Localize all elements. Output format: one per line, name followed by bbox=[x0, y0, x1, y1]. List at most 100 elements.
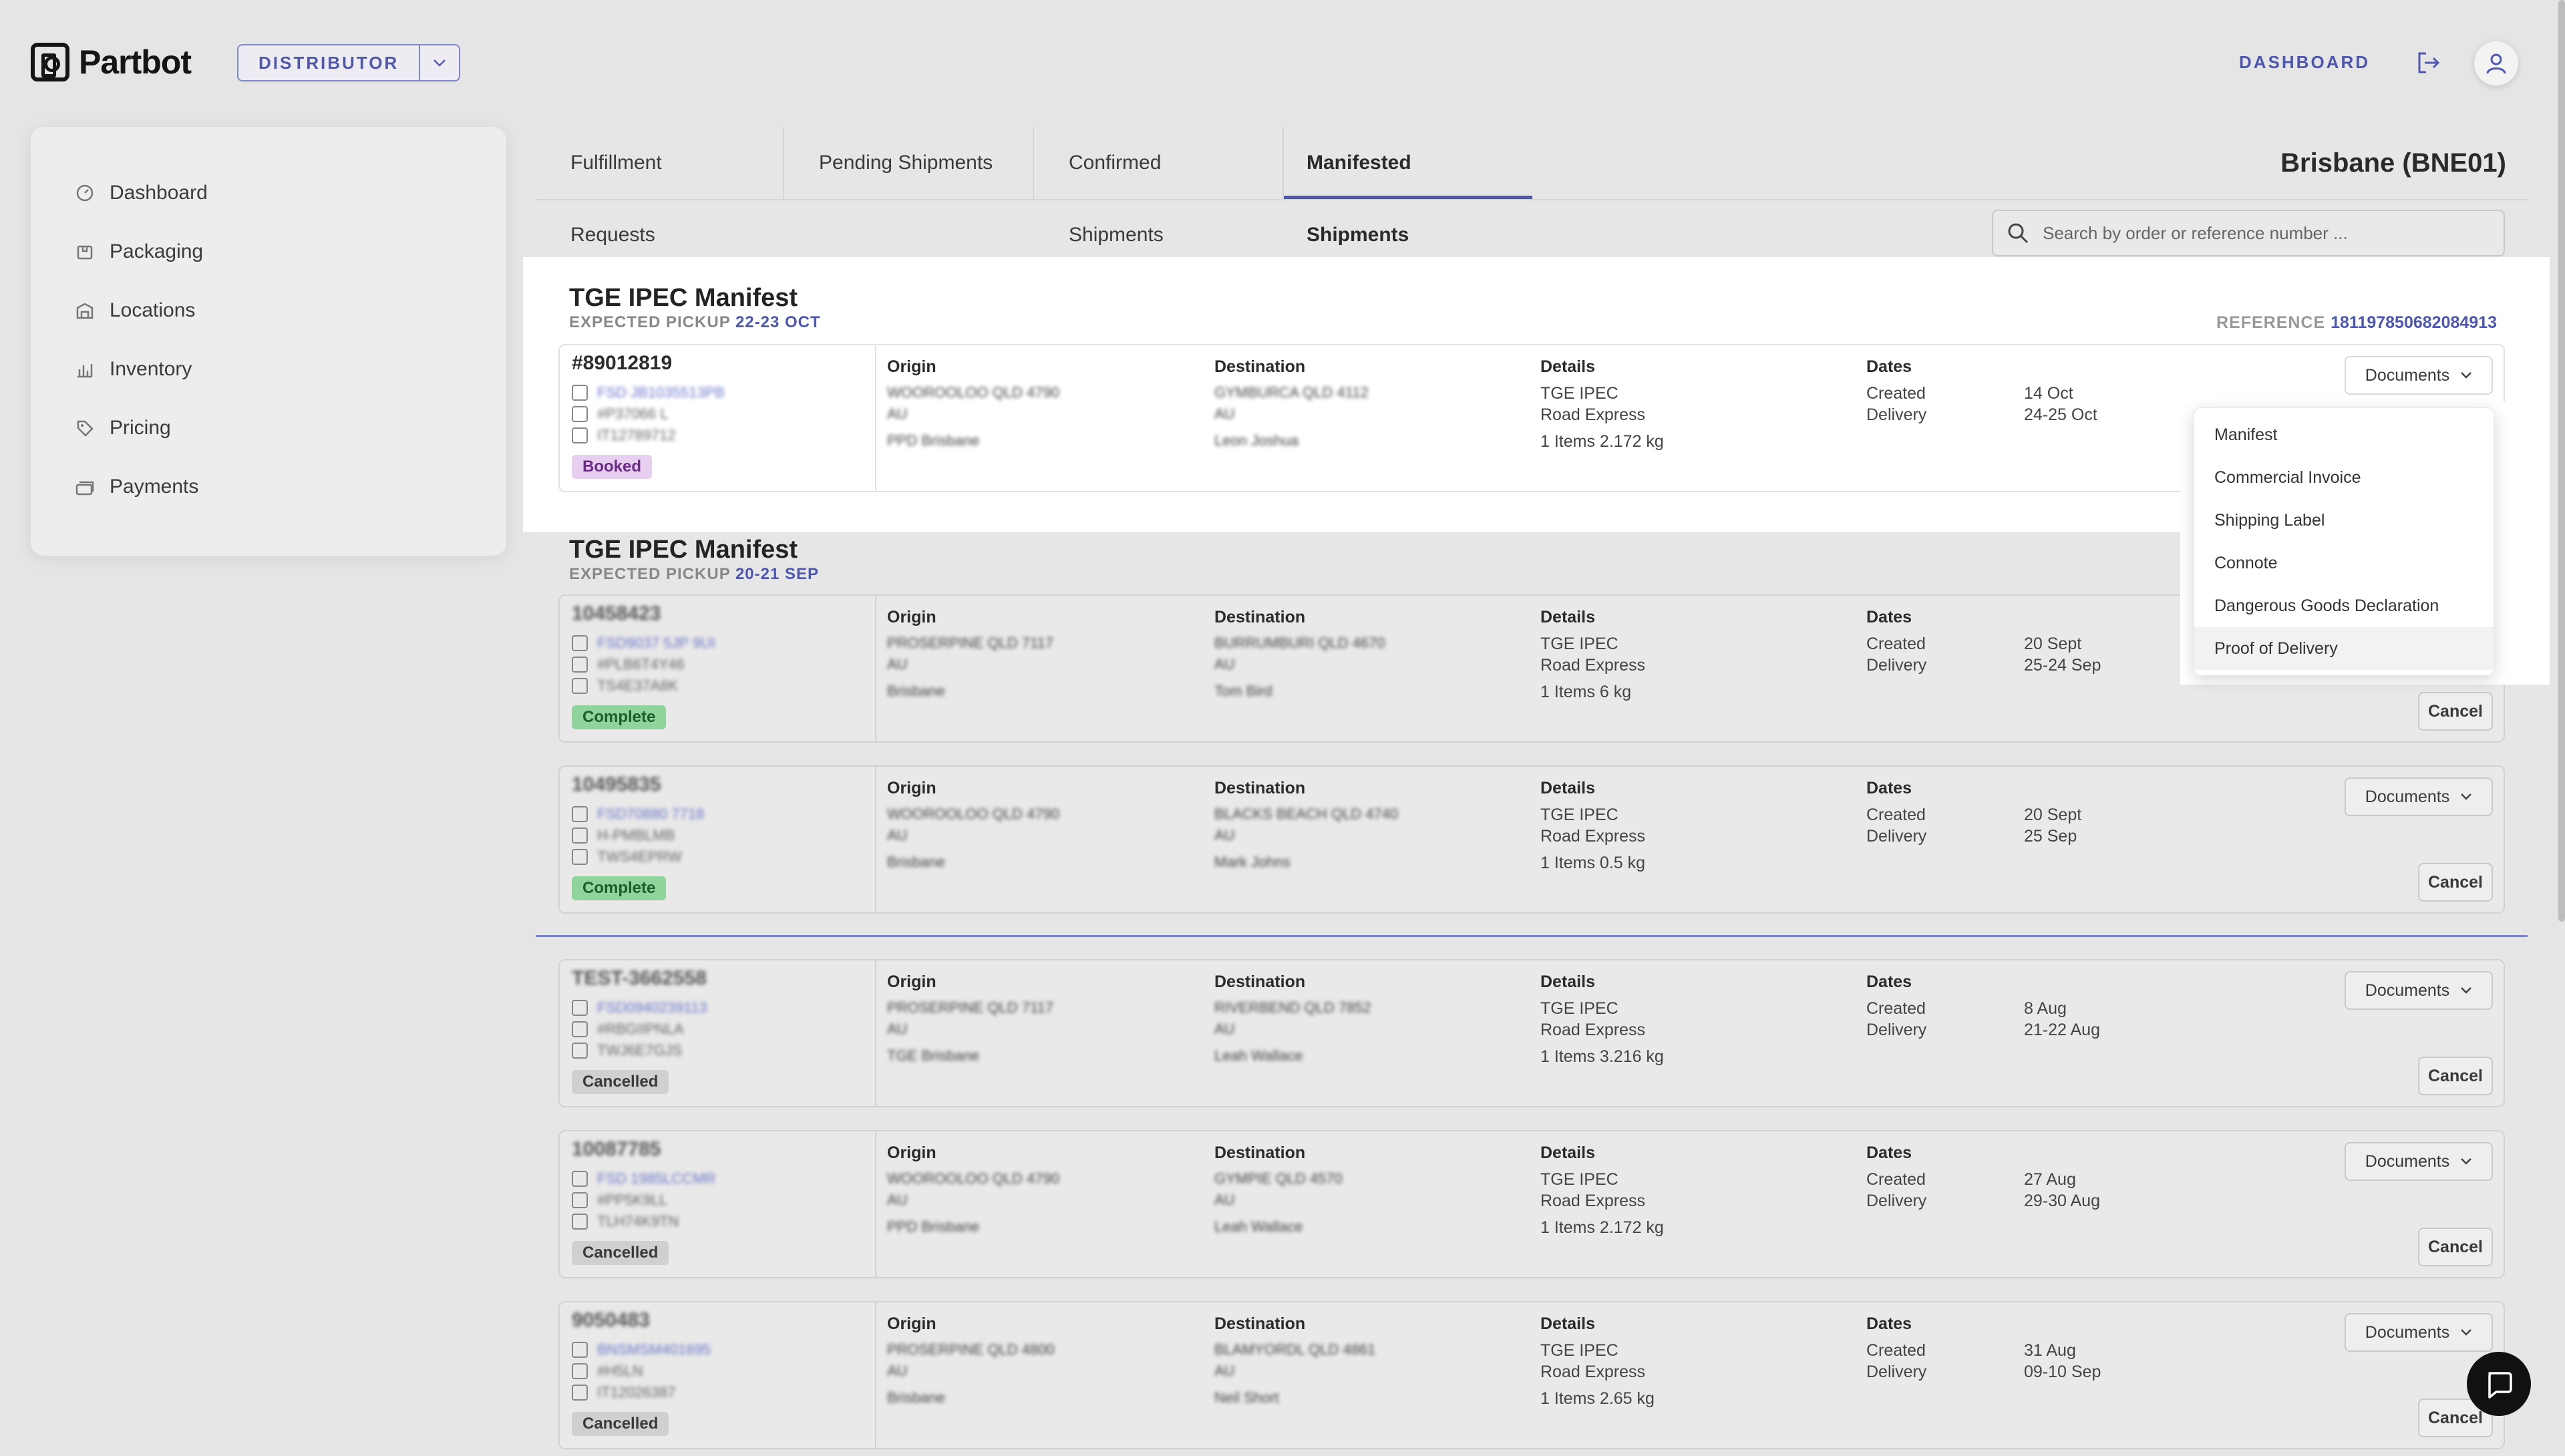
destination-country: AU bbox=[1214, 1362, 1235, 1379]
created-label: Created bbox=[1866, 805, 1926, 824]
origin-address: PROSERPINE QLD 7117 bbox=[887, 999, 1054, 1016]
box-icon bbox=[572, 657, 588, 673]
sidebar-item-payments[interactable]: Payments bbox=[75, 476, 198, 498]
shipment-card: 10495835 FSD70880 7718 H-PMBLMB TWS4EPRW… bbox=[558, 765, 2505, 914]
dates-header: Dates bbox=[1866, 972, 1912, 991]
tab-bar: Fulfillment Requests Pending Shipments C… bbox=[536, 127, 2528, 246]
origin-address: WOOROOLOO QLD 4790 bbox=[887, 805, 1059, 822]
origin-site: Brisbane bbox=[887, 683, 945, 699]
menu-item-dangerous-goods-declaration[interactable]: Dangerous Goods Declaration bbox=[2214, 596, 2439, 615]
payments-icon bbox=[75, 477, 95, 497]
documents-button[interactable]: Documents bbox=[2345, 971, 2493, 1010]
search-input[interactable] bbox=[2041, 222, 2471, 244]
sidebar-item-locations[interactable]: Locations bbox=[75, 299, 195, 322]
sidebar-item-pricing[interactable]: Pricing bbox=[75, 417, 171, 439]
order-number: #89012819 bbox=[572, 352, 673, 374]
manifest-pickup: EXPECTED PICKUP 22-23 OCT bbox=[569, 313, 821, 332]
created-label: Created bbox=[1866, 634, 1926, 653]
order-number: 9050483 bbox=[572, 1309, 650, 1331]
tracking-link[interactable]: FSD0940239113 bbox=[597, 999, 707, 1016]
tracking-link[interactable]: FSD JB1035513PB bbox=[597, 384, 725, 401]
dashboard-icon bbox=[75, 183, 95, 203]
tracking-row: FSD9037 5JP 9UI bbox=[572, 634, 715, 652]
documents-button[interactable]: Documents bbox=[2345, 1142, 2493, 1181]
inventory-icon bbox=[75, 359, 95, 379]
documents-button[interactable]: Documents bbox=[2345, 356, 2493, 395]
created-date: 27 Aug bbox=[2024, 1170, 2076, 1189]
sidebar-item-dashboard[interactable]: Dashboard bbox=[75, 182, 208, 204]
delivery-date: 29-30 Aug bbox=[2024, 1192, 2100, 1210]
customer-row: IT12026387 bbox=[572, 1384, 675, 1401]
tracking-link[interactable]: FSD70880 7718 bbox=[597, 805, 705, 822]
origin-header: Origin bbox=[887, 779, 936, 797]
menu-item-proof-of-delivery[interactable]: Proof of Delivery bbox=[2194, 627, 2494, 670]
tab-manifested-shipments[interactable]: Manifested Shipments bbox=[1284, 127, 1532, 246]
destination-header: Destination bbox=[1214, 972, 1306, 991]
created-date: 14 Oct bbox=[2024, 384, 2073, 403]
created-label: Created bbox=[1866, 999, 1926, 1018]
menu-item-manifest[interactable]: Manifest bbox=[2214, 425, 2278, 444]
tracking-row: FSD 1985LCCMR bbox=[572, 1170, 715, 1188]
tracking-link[interactable]: FSD9037 5JP 9UI bbox=[597, 634, 715, 651]
customer-value: TWS4EPRW bbox=[597, 848, 682, 865]
tracking-link[interactable]: FSD 1985LCCMR bbox=[597, 1170, 716, 1187]
order-number: 10458423 bbox=[572, 602, 661, 624]
cancel-button[interactable]: Cancel bbox=[2418, 1228, 2493, 1266]
documents-button[interactable]: Documents bbox=[2345, 1313, 2493, 1352]
reference-value: #PLB6T4Y46 bbox=[597, 656, 685, 673]
tab-fulfillment-requests[interactable]: Fulfillment Requests bbox=[536, 127, 784, 246]
cancel-button[interactable]: Cancel bbox=[2418, 1399, 2493, 1437]
dates-header: Dates bbox=[1866, 1143, 1912, 1162]
created-date: 31 Aug bbox=[2024, 1341, 2076, 1360]
carrier: TGE IPEC bbox=[1540, 634, 1618, 653]
delivery-date: 25 Sep bbox=[2024, 827, 2077, 846]
service: Road Express bbox=[1540, 656, 1646, 675]
tab-pending-shipments[interactable]: Pending Shipments bbox=[784, 127, 1034, 199]
logout-icon[interactable] bbox=[2415, 51, 2442, 75]
documents-label: Documents bbox=[2365, 787, 2450, 806]
destination-address: GYMPIE QLD 4570 bbox=[1214, 1170, 1343, 1187]
cancel-button[interactable]: Cancel bbox=[2418, 1057, 2493, 1095]
box-icon bbox=[572, 1192, 588, 1208]
origin-header: Origin bbox=[887, 608, 936, 626]
role-selector[interactable]: DISTRIBUTOR bbox=[237, 44, 461, 81]
created-label: Created bbox=[1866, 384, 1926, 403]
truck-icon bbox=[572, 427, 588, 443]
search-bar[interactable] bbox=[1992, 210, 2505, 256]
menu-item-shipping-label[interactable]: Shipping Label bbox=[2214, 511, 2325, 530]
items-weight: 1 Items 3.216 kg bbox=[1540, 1047, 1664, 1066]
search-icon bbox=[2008, 223, 2029, 244]
dashboard-link[interactable]: DASHBOARD bbox=[2239, 52, 2370, 72]
status-badge: Cancelled bbox=[572, 1412, 669, 1436]
documents-label: Documents bbox=[2365, 1322, 2450, 1342]
service: Road Express bbox=[1540, 405, 1646, 424]
menu-item-connote[interactable]: Connote bbox=[2214, 554, 2278, 572]
pickup-label: EXPECTED PICKUP bbox=[569, 313, 731, 331]
service: Road Express bbox=[1540, 1362, 1646, 1381]
origin-header: Origin bbox=[887, 1314, 936, 1333]
sidebar-item-packaging[interactable]: Packaging bbox=[75, 240, 203, 263]
chevron-down-icon[interactable] bbox=[420, 45, 459, 80]
cancel-button[interactable]: Cancel bbox=[2418, 863, 2493, 902]
origin-site: Brisbane bbox=[887, 854, 945, 870]
user-icon[interactable] bbox=[2474, 41, 2518, 85]
scrollbar[interactable] bbox=[2558, 0, 2565, 922]
chat-icon[interactable] bbox=[2467, 1352, 2531, 1416]
cancel-button[interactable]: Cancel bbox=[2418, 692, 2493, 731]
details-header: Details bbox=[1540, 779, 1595, 797]
menu-item-commercial-invoice[interactable]: Commercial Invoice bbox=[2214, 468, 2361, 487]
documents-button[interactable]: Documents bbox=[2345, 777, 2493, 816]
details-header: Details bbox=[1540, 972, 1595, 991]
tracking-row: BNSMSM401695 bbox=[572, 1341, 711, 1358]
tab-confirmed-shipments[interactable]: Confirmed Shipments bbox=[1034, 127, 1284, 246]
chevron-down-icon bbox=[2461, 1158, 2472, 1165]
partbot-logo[interactable]: Partbot bbox=[31, 43, 192, 81]
truck-icon bbox=[572, 1043, 588, 1059]
destination-contact: Neil Short bbox=[1214, 1389, 1279, 1406]
sidebar-item-inventory[interactable]: Inventory bbox=[75, 358, 192, 381]
shipment-summary: TEST-3662558 FSD0940239113 #RBGIIPNLA TW… bbox=[560, 960, 876, 1106]
reference-value[interactable]: 181197850682084913 bbox=[2331, 313, 2497, 332]
delivery-date: 21-22 Aug bbox=[2024, 1021, 2100, 1039]
tracking-link[interactable]: BNSMSM401695 bbox=[597, 1341, 711, 1358]
document-icon bbox=[572, 1342, 588, 1358]
